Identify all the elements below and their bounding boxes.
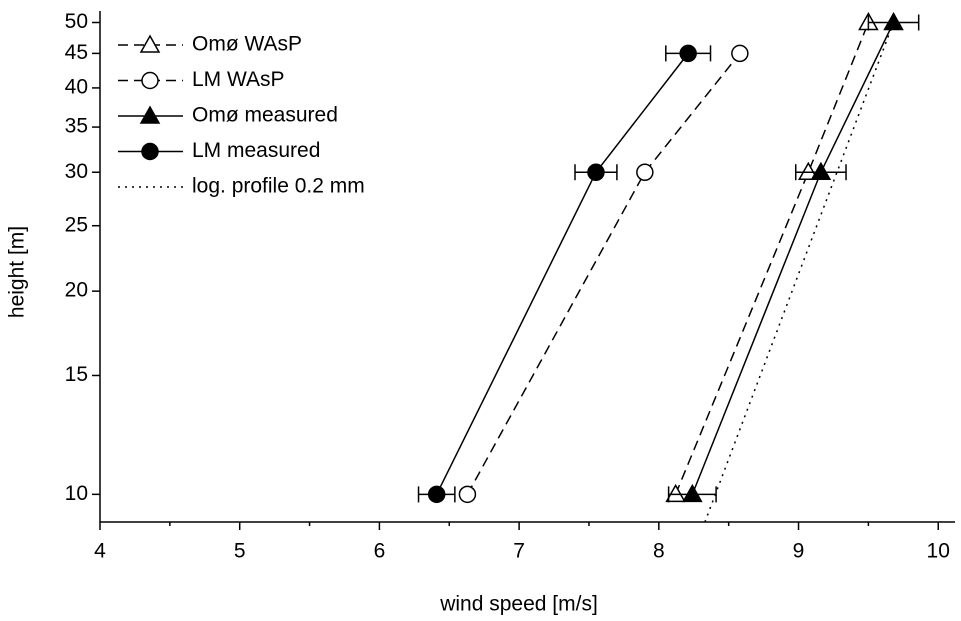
x-tick-label: 8 — [653, 540, 665, 563]
x-tick-label: 10 — [927, 540, 950, 563]
series-line — [436, 52, 689, 495]
y-tick-label: 15 — [65, 363, 88, 386]
marker — [141, 142, 159, 161]
legend-label: Omø WAsP — [192, 33, 302, 56]
y-tick-label: 45 — [65, 41, 88, 64]
y-tick-label: 35 — [65, 115, 88, 138]
marker — [427, 485, 446, 504]
x-tick-label: 6 — [374, 540, 386, 563]
legend-label: LM measured — [192, 139, 320, 162]
series-line — [691, 22, 895, 495]
marker — [458, 485, 477, 504]
y-tick-label: 50 — [65, 10, 88, 33]
marker — [731, 44, 749, 63]
series-line — [704, 22, 895, 523]
x-tick-label: 9 — [793, 540, 805, 563]
marker — [810, 161, 832, 181]
y-tick-label: 30 — [65, 160, 88, 183]
y-tick-label: 25 — [65, 213, 88, 236]
marker — [139, 105, 161, 124]
y-axis-label: height [m] — [6, 226, 29, 318]
marker — [679, 44, 697, 63]
marker — [883, 11, 904, 31]
marker — [587, 163, 605, 182]
x-tick-label: 5 — [234, 540, 246, 563]
marker — [636, 163, 654, 182]
marker — [665, 483, 686, 503]
series-line — [674, 22, 870, 495]
marker — [141, 71, 159, 90]
x-tick-label: 7 — [513, 540, 525, 563]
y-tick-label: 10 — [65, 482, 88, 505]
marker — [682, 483, 703, 503]
legend-label: LM WAsP — [192, 68, 285, 91]
y-tick-label: 20 — [65, 279, 88, 302]
y-tick-label: 40 — [65, 75, 88, 98]
legend-label: log. profile 0.2 mm — [192, 175, 365, 198]
x-tick-label: 4 — [94, 540, 106, 563]
x-axis-label: wind speed [m/s] — [439, 593, 598, 616]
marker — [798, 161, 819, 181]
marker — [139, 34, 161, 53]
series-line — [466, 52, 741, 495]
legend-label: Omø measured — [192, 104, 338, 127]
